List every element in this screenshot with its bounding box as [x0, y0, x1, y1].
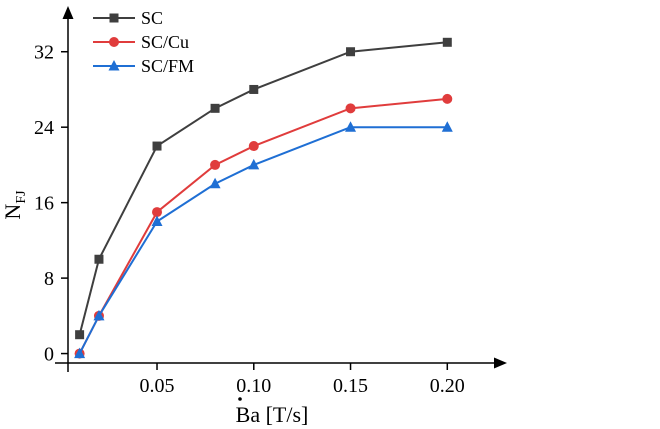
x-tick-label: 0.05: [140, 375, 175, 397]
x-axis-title: Ba [T/s]: [236, 402, 309, 427]
y-tick-label: 8: [44, 268, 54, 290]
series-line-sc: [78, 41, 448, 335]
series-sc-fm: [74, 121, 453, 359]
x-tick-label: 0.10: [236, 375, 271, 397]
x-axis-title-dot: [238, 397, 242, 401]
legend-label-sc: SC: [141, 8, 163, 28]
y-tick-label: 32: [34, 42, 54, 64]
legend-item-sc-cu: SC/Cu: [93, 32, 189, 52]
data-point-sc: [249, 84, 259, 94]
x-axis-title-main: Ba: [236, 402, 261, 427]
y-axis-title-sub: FJ: [14, 190, 29, 204]
data-point-sc: [210, 103, 220, 113]
data-point-sc-fm: [151, 215, 163, 227]
legend-marker-sc-fm: [108, 60, 120, 71]
y-axis-title-main: N: [0, 204, 25, 220]
series-line-sc-cu: [78, 97, 448, 355]
x-axis-title-unit: [T/s]: [260, 402, 308, 427]
series-line-sc-fm: [78, 126, 448, 355]
series-sc: [75, 37, 452, 340]
x-tick-label: 0.20: [430, 375, 465, 397]
data-point-sc-fm: [441, 121, 453, 132]
legend-label-sc-cu: SC/Cu: [141, 32, 189, 52]
series-group: [74, 37, 453, 359]
legend: SC SC/Cu SC/FM: [93, 8, 194, 76]
y-axis-title: NFJ: [0, 190, 29, 220]
data-point-sc: [152, 141, 162, 151]
x-axis-arrow: [494, 357, 507, 369]
data-point-sc-fm: [209, 177, 221, 189]
data-point-sc: [442, 37, 452, 47]
y-tick-label: 0: [44, 344, 54, 366]
data-point-sc-cu: [248, 141, 259, 152]
data-point-sc-fm: [248, 158, 260, 170]
data-point-sc: [75, 330, 85, 340]
series-sc-cu: [74, 93, 453, 359]
data-point-sc-fm: [74, 347, 86, 359]
axes: [55, 6, 507, 372]
data-point-sc-cu: [152, 207, 163, 218]
legend-item-sc: SC: [93, 8, 163, 28]
y-tick-label: 16: [34, 193, 54, 215]
data-point-sc: [94, 254, 104, 264]
data-point-sc-cu: [210, 159, 221, 170]
ticks: 0 8 16 24 32 0.05 0.10 0.15 0.20: [34, 42, 465, 397]
y-tick-label: 24: [34, 117, 54, 139]
data-point-sc: [346, 47, 356, 57]
data-point-sc-fm: [345, 121, 357, 132]
legend-item-sc-fm: SC/FM: [93, 56, 194, 76]
x-tick-label: 0.15: [333, 375, 368, 397]
data-point-sc-cu: [442, 93, 453, 104]
y-axis-arrow: [62, 6, 74, 19]
legend-label-sc-fm: SC/FM: [141, 56, 194, 76]
legend-marker-sc: [109, 13, 119, 23]
legend-marker-sc-cu: [109, 37, 119, 47]
data-point-sc-fm: [93, 309, 105, 321]
data-point-sc-cu: [345, 103, 356, 114]
